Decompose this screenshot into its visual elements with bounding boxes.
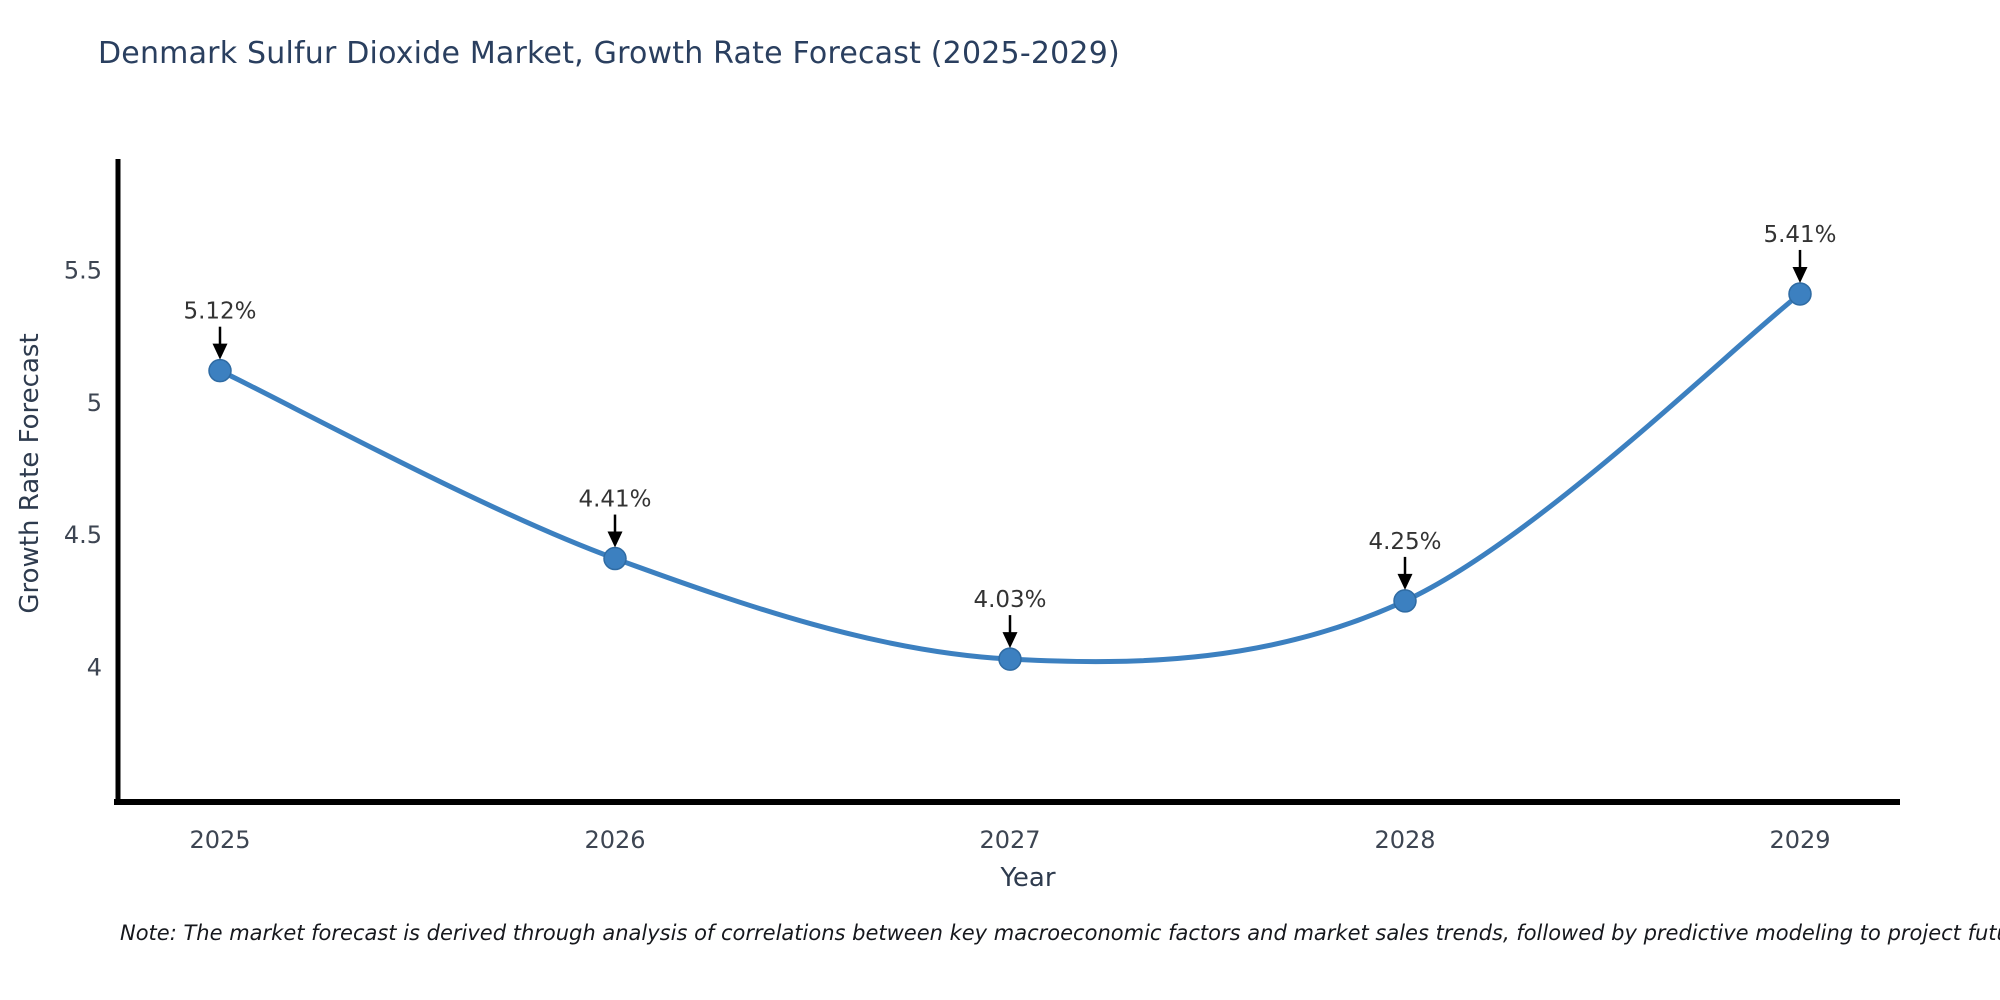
point-annotation-label: 5.12% — [183, 299, 256, 325]
annotation-arrowhead — [212, 343, 228, 360]
y-tick-label: 4 — [87, 653, 102, 681]
data-point-marker — [1393, 589, 1417, 613]
data-point-marker — [1788, 282, 1812, 306]
point-annotation-label: 4.25% — [1368, 529, 1441, 555]
x-axis-title: Year — [999, 863, 1055, 893]
y-tick-label: 5.5 — [64, 257, 102, 285]
point-annotation-label: 5.41% — [1763, 222, 1836, 248]
y-tick-label: 5 — [87, 389, 102, 417]
x-tick-label: 2027 — [979, 826, 1040, 854]
data-point-marker — [208, 358, 232, 383]
x-tick-label: 2026 — [584, 826, 645, 854]
annotation-arrowhead — [1792, 266, 1808, 283]
y-axis-title: Growth Rate Forecast — [15, 333, 45, 613]
x-tick-label: 2028 — [1374, 826, 1435, 854]
x-tick-label: 2025 — [189, 826, 250, 854]
x-tick-label: 2029 — [1769, 826, 1830, 854]
annotation-arrowhead — [1397, 573, 1413, 590]
data-point-marker — [998, 647, 1022, 671]
y-tick-label: 4.5 — [64, 521, 102, 549]
data-point-marker — [603, 546, 627, 571]
annotation-arrowhead — [1002, 632, 1018, 649]
chart-title: Denmark Sulfur Dioxide Market, Growth Ra… — [98, 36, 1120, 71]
point-annotation-label: 4.41% — [578, 487, 651, 513]
footnote: Note: The market forecast is derived thr… — [120, 921, 2000, 945]
point-annotation-label: 4.03% — [973, 587, 1046, 613]
annotation-arrowhead — [607, 531, 623, 548]
